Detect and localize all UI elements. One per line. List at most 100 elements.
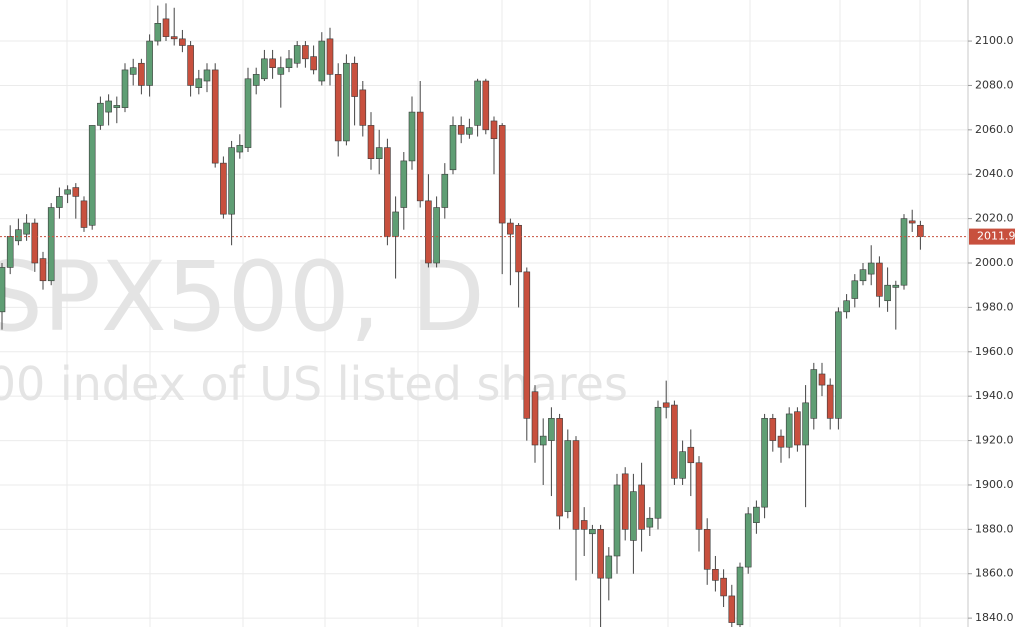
candle-body — [802, 402, 809, 446]
candle-body — [457, 125, 465, 135]
candle-body — [769, 418, 777, 441]
candle-body — [728, 595, 736, 623]
candle-body — [794, 411, 801, 446]
candle-body — [359, 89, 367, 126]
candle-body — [318, 40, 326, 82]
candle-body — [662, 402, 670, 408]
candle-body — [507, 222, 514, 235]
candle-body — [908, 220, 916, 224]
candle-body — [80, 200, 88, 228]
candle-body — [441, 173, 449, 208]
candle-body — [671, 404, 678, 479]
candle-body — [293, 45, 301, 64]
candle-body — [277, 67, 285, 75]
y-tick-label: 2100.0 — [975, 34, 1014, 47]
candle-body — [474, 80, 481, 126]
candle-body — [351, 62, 358, 97]
candle-body — [129, 67, 137, 75]
candle-body — [564, 440, 572, 512]
y-tick-label: 1920.0 — [975, 434, 1014, 447]
y-tick-label: 2000.0 — [975, 256, 1014, 269]
y-tick-label: 2020.0 — [975, 212, 1014, 225]
candle-body — [392, 211, 399, 237]
candle-body — [416, 111, 424, 202]
candle-body — [867, 262, 875, 275]
y-tick-label: 1960.0 — [975, 345, 1014, 358]
candle-body — [113, 105, 121, 108]
candle-body — [597, 529, 604, 579]
candle-body — [261, 58, 268, 80]
candle-body — [654, 406, 662, 519]
candle-body — [826, 384, 834, 419]
candle-body — [187, 45, 194, 86]
candle-body — [753, 506, 760, 523]
candle-body — [269, 58, 276, 68]
last-price-label: 2011.9 — [977, 230, 1016, 243]
candle-body — [88, 125, 96, 226]
candle-body — [244, 78, 252, 148]
candle-body — [302, 45, 309, 60]
candle-body — [211, 69, 219, 164]
candle-body — [744, 513, 752, 568]
candle-body — [252, 74, 260, 86]
candle-body — [884, 284, 891, 302]
candle-body — [810, 369, 818, 419]
candle-body — [638, 484, 645, 530]
candle-body — [121, 69, 129, 108]
candle-body — [876, 262, 883, 297]
candle-body — [490, 120, 498, 140]
candle-body — [900, 218, 908, 286]
candle-body — [146, 40, 153, 86]
candle-body — [630, 491, 637, 541]
time-grid — [0, 0, 968, 627]
candle-body — [539, 435, 547, 446]
candle-body — [179, 38, 186, 46]
candle-body — [203, 69, 211, 82]
candle-body — [712, 568, 719, 581]
candle-body — [384, 147, 391, 237]
candle-body — [0, 267, 6, 313]
candle-body — [646, 517, 654, 528]
candle-body — [425, 200, 432, 264]
candle-body — [39, 258, 47, 282]
candle-body — [621, 473, 629, 530]
candle-body — [548, 418, 555, 441]
candle-body — [154, 23, 162, 42]
candle-body — [720, 577, 727, 597]
candle-body — [220, 162, 227, 215]
candle-body — [785, 413, 793, 448]
candle-body — [23, 222, 30, 235]
candle-body — [97, 102, 104, 126]
watermark-title: SPX500, D — [0, 241, 485, 353]
candle-body — [310, 56, 317, 71]
candle-body — [695, 462, 703, 530]
candle-body — [285, 58, 293, 68]
candle-body — [818, 373, 826, 386]
candle-body — [835, 311, 842, 419]
candle-body — [170, 36, 178, 40]
candle-body — [326, 38, 334, 75]
candle-body — [777, 435, 785, 448]
candle-body — [408, 111, 416, 162]
candle-body — [605, 555, 613, 579]
candle-body — [72, 187, 80, 197]
candle-body — [515, 224, 522, 273]
y-tick-label: 1880.0 — [975, 522, 1014, 535]
candle-body — [228, 147, 235, 215]
y-tick-label: 1900.0 — [975, 478, 1014, 491]
candle-body — [334, 74, 342, 142]
candle-body — [138, 62, 145, 86]
candle-body — [523, 271, 531, 419]
y-tick-label: 1940.0 — [975, 389, 1014, 402]
y-tick-label: 1840.0 — [975, 611, 1014, 624]
candle-body — [56, 196, 63, 208]
candle-body — [703, 529, 711, 570]
candle-body — [400, 160, 408, 208]
candle-body — [556, 418, 563, 517]
candle-body — [195, 78, 203, 88]
watermark-subtitle: S&P 500 index of US listed shares — [0, 357, 628, 411]
last-price-tag — [969, 228, 1015, 245]
y-tick-label: 2060.0 — [975, 123, 1014, 136]
